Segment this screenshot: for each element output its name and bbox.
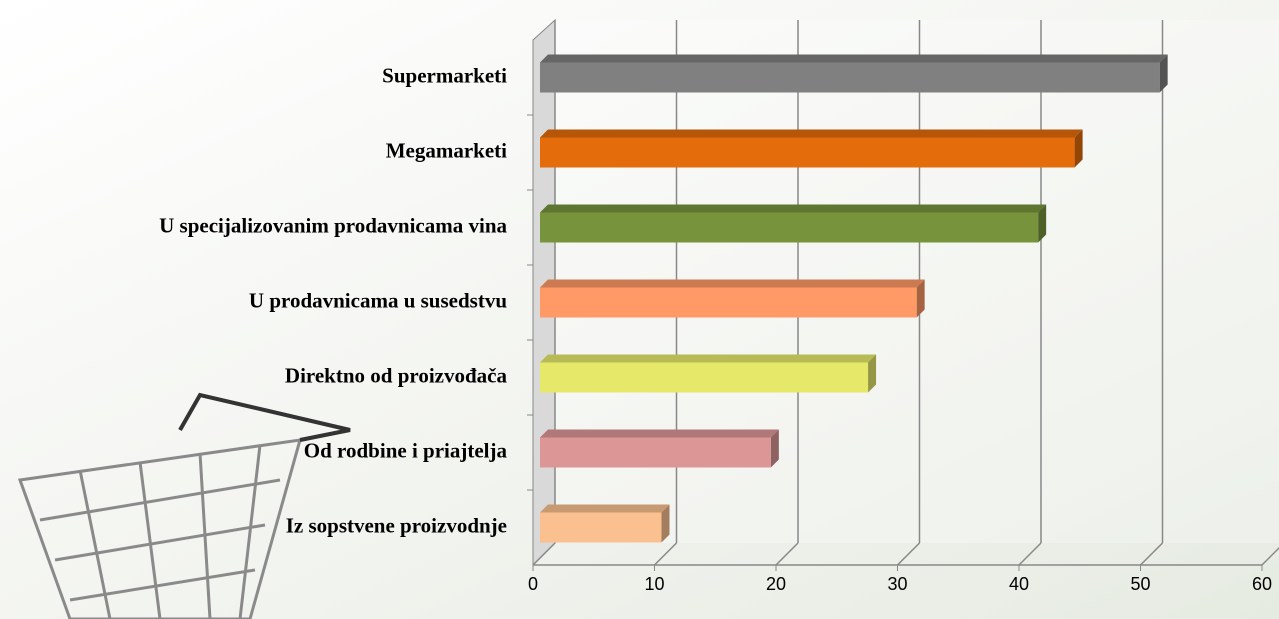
category-label: U prodavnicama u susedstvu [249, 288, 507, 312]
bar-side [1074, 129, 1083, 168]
x-tick-label: 50 [1130, 574, 1150, 594]
bar [540, 137, 1075, 168]
grid-line-floor [532, 542, 556, 566]
bar-top [540, 279, 925, 288]
grid-line-floor [1139, 542, 1164, 566]
x-tick-label: 20 [766, 574, 786, 594]
bar-side [868, 354, 877, 393]
bar [540, 437, 771, 468]
bar-side [661, 504, 670, 543]
bar-side [770, 429, 779, 468]
category-label: Megamarketi [386, 138, 507, 162]
grid-line-floor [1018, 542, 1042, 566]
bar-top [540, 204, 1047, 213]
grid-line-floor [653, 542, 678, 566]
bar-side [916, 279, 925, 318]
x-tick-label: 40 [1009, 574, 1029, 594]
bar-top [540, 354, 877, 363]
bar [540, 287, 917, 318]
category-label: Direktno od proizvođača [285, 363, 508, 387]
basket-decoration [17, 392, 351, 619]
x-tick-label: 30 [887, 574, 907, 594]
grid-line-floor [775, 542, 799, 566]
category-label: Od rodbine i priajtelja [304, 438, 508, 462]
bar [540, 362, 869, 393]
grid-line-floor [1261, 546, 1279, 566]
x-tick-label: 10 [644, 574, 664, 594]
x-tick-label: 0 [528, 574, 538, 594]
bar-side [1038, 204, 1047, 243]
bar [540, 212, 1039, 243]
bar-top [540, 129, 1083, 138]
category-label: Supermarketi [382, 63, 507, 87]
bar-top [540, 429, 779, 438]
bar-top [540, 54, 1168, 63]
bar-top [540, 504, 670, 513]
category-label: Iz sopstvene proizvodnje [286, 513, 507, 537]
x-tick-label: 60 [1252, 574, 1272, 594]
bar [540, 62, 1160, 93]
bar [540, 512, 662, 543]
grid-line-floor [896, 542, 921, 566]
category-label: U specijalizovanim prodavnicama vina [159, 213, 507, 237]
bar-side [1159, 54, 1168, 93]
